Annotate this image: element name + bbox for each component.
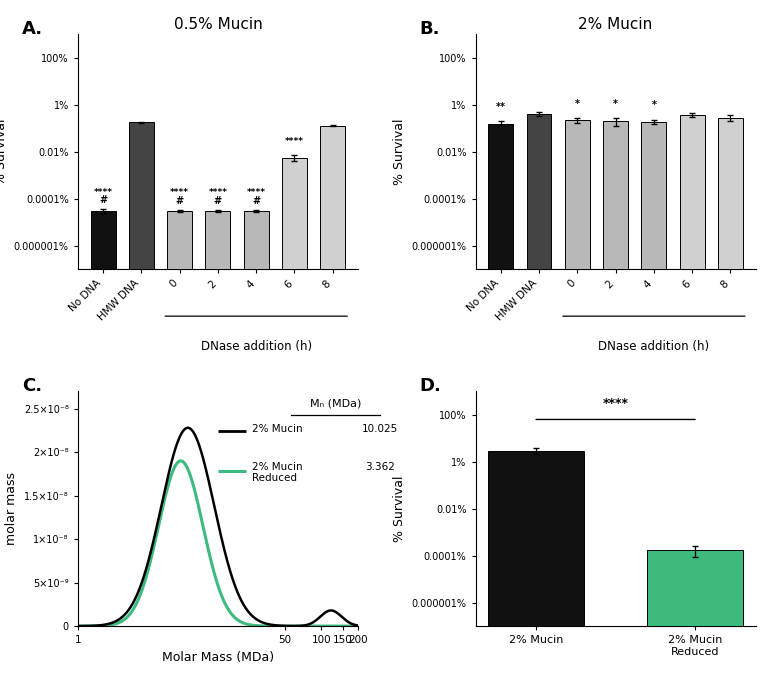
Text: B.: B. [420, 21, 440, 39]
Text: *: * [651, 100, 657, 111]
Bar [641, 122, 666, 688]
Bar [680, 115, 705, 688]
Text: ****: **** [603, 397, 629, 410]
Bar [320, 126, 345, 688]
X-axis label: Molar Mass (MDa): Molar Mass (MDa) [162, 651, 274, 664]
Bar [565, 120, 590, 688]
Bar [244, 211, 269, 688]
Y-axis label: Linear differential
molar mass: Linear differential molar mass [0, 453, 19, 564]
Text: #: # [214, 195, 222, 206]
Bar [129, 122, 153, 688]
Y-axis label: % Survival: % Survival [393, 475, 406, 542]
Text: Mₙ (MDa): Mₙ (MDa) [310, 398, 361, 409]
Text: #: # [252, 195, 260, 206]
Text: **: ** [495, 102, 506, 112]
Text: C.: C. [22, 377, 42, 395]
Text: *: * [575, 99, 580, 109]
Bar [206, 211, 231, 688]
Bar [718, 118, 743, 688]
Bar [167, 211, 192, 688]
Text: 10.025: 10.025 [362, 424, 399, 434]
Bar [603, 121, 628, 688]
Y-axis label: % Survival: % Survival [393, 118, 406, 185]
Text: ****: **** [93, 188, 113, 197]
Text: ****: **** [209, 188, 227, 197]
Title: 2% Mucin: 2% Mucin [579, 17, 653, 32]
Text: ****: **** [285, 137, 304, 146]
Bar [527, 114, 552, 688]
Title: 0.5% Mucin: 0.5% Mucin [174, 17, 263, 32]
Bar [647, 550, 743, 688]
Text: #: # [99, 195, 108, 205]
Text: A.: A. [22, 21, 43, 39]
Text: 2% Mucin
Reduced: 2% Mucin Reduced [252, 462, 302, 484]
Bar [282, 158, 307, 688]
Text: D.: D. [420, 377, 442, 395]
Text: #: # [175, 195, 184, 206]
Text: 3.362: 3.362 [365, 462, 395, 472]
Text: 2% Mucin: 2% Mucin [252, 424, 302, 434]
Text: *: * [613, 99, 618, 109]
Text: ****: **** [247, 188, 266, 197]
Text: DNase addition (h): DNase addition (h) [201, 340, 312, 353]
Y-axis label: % Survival: % Survival [0, 118, 9, 185]
Bar [488, 124, 513, 688]
Text: ****: **** [170, 188, 189, 197]
Bar [90, 211, 115, 688]
Text: DNase addition (h): DNase addition (h) [598, 340, 710, 353]
Bar [488, 451, 583, 688]
